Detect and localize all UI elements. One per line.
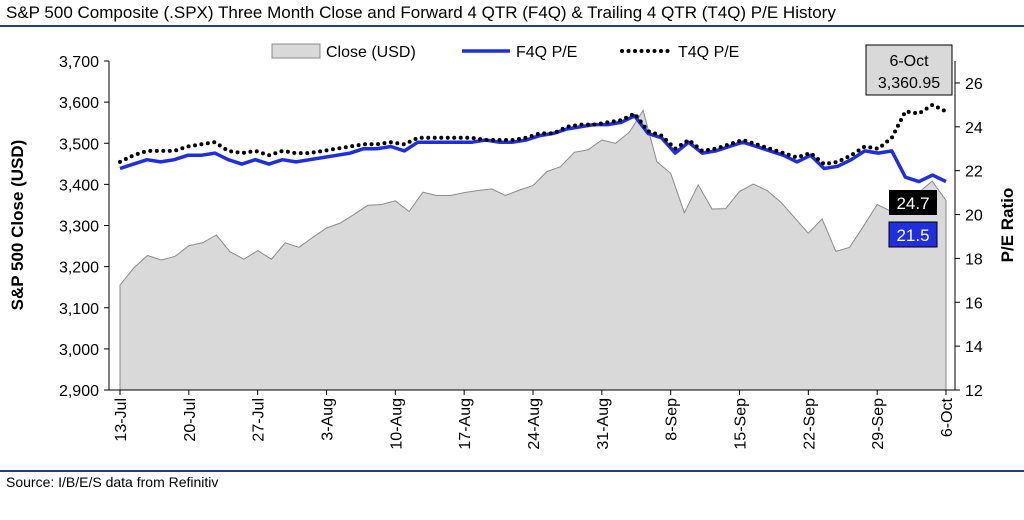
y-tick-label-left: 3,300 — [59, 219, 99, 236]
x-tick-label: 31-Aug — [595, 398, 612, 450]
x-tick-label: 29-Sep — [870, 398, 887, 450]
f4q-badge-value: 21.5 — [896, 226, 929, 245]
t4q-pe-line — [118, 102, 948, 167]
y-tick-label-left: 3,200 — [59, 260, 99, 277]
legend-label-f4q: F4Q P/E — [516, 44, 577, 61]
y-tick-label-right: 26 — [965, 76, 983, 93]
x-tick-label: 6-Oct — [939, 397, 956, 437]
y-tick-label-left: 3,600 — [59, 95, 99, 112]
last-close-callout-box — [865, 44, 953, 96]
f4q-pe-line — [119, 114, 947, 184]
x-tick-label: 22-Sep — [801, 398, 818, 450]
y-tick-label-right: 22 — [965, 164, 983, 181]
x-tick-label: 20-Jul — [182, 398, 199, 442]
x-tick-label: 10-Aug — [388, 398, 405, 450]
y-tick-label-right: 24 — [965, 120, 983, 137]
pe-lines-layer — [118, 102, 948, 184]
t4q-badge-value: 24.7 — [896, 194, 929, 213]
chart-title: S&P 500 Composite (.SPX) Three Month Clo… — [6, 3, 836, 22]
x-tick-label: 27-Jul — [251, 398, 268, 442]
chart-plot: 2,900 3,000 3,100 3,200 3,300 3,400 3,500 3,600… — [8, 43, 1017, 450]
x-tick-label: 8-Sep — [664, 398, 681, 441]
y-tick-label-left: 3,700 — [59, 54, 99, 71]
y-tick-label-right: 14 — [965, 339, 983, 356]
pe-badges: 24.7 21.5 — [888, 190, 938, 248]
y-axis-left-label: S&P 500 Close (USD) — [8, 140, 27, 311]
y-tick-label-left: 3,000 — [59, 342, 99, 359]
axes-layer: 2,900 3,000 3,100 3,200 3,300 3,400 3,500 3,600… — [59, 54, 983, 450]
y-axis-right-label: P/E Ratio — [998, 188, 1017, 263]
x-tick-label: 17-Aug — [457, 398, 474, 450]
x-tick-label: 15-Sep — [733, 398, 750, 450]
last-close-date: 6-Oct — [889, 53, 929, 70]
y-tick-label-right: 20 — [965, 208, 983, 225]
x-tick-label: 13-Jul — [113, 398, 130, 442]
y-tick-label-left: 3,500 — [59, 136, 99, 153]
y-tick-label-right: 18 — [965, 251, 983, 268]
f4q-badge — [888, 221, 938, 248]
close-area — [119, 109, 947, 391]
y-tick-label-left: 2,900 — [59, 383, 99, 400]
legend-label-close: Close (USD) — [326, 44, 416, 61]
y-tick-label-left: 3,100 — [59, 301, 99, 318]
close-area-layer — [119, 109, 947, 391]
title-rule — [0, 25, 1024, 27]
source-note: Source: I/B/E/S data from Refinitiv — [6, 474, 219, 490]
last-close-callout: 6-Oct 3,360.95 — [865, 44, 953, 96]
y-tick-label-right: 16 — [965, 295, 983, 312]
legend-swatch-close — [271, 43, 321, 59]
last-close-value: 3,360.95 — [878, 75, 940, 92]
legend: Close (USD) F4Q P/E T4Q P/E — [271, 43, 739, 61]
x-tick-label: 3-Aug — [320, 398, 337, 441]
t4q-badge — [889, 190, 937, 215]
source-rule — [0, 470, 1024, 472]
y-tick-label-left: 3,400 — [59, 177, 99, 194]
x-tick-label: 24-Aug — [526, 398, 543, 450]
y-tick-label-right: 12 — [965, 383, 983, 400]
legend-label-t4q: T4Q P/E — [678, 44, 739, 61]
